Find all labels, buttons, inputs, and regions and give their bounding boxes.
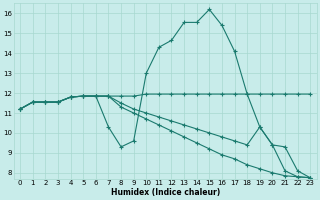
X-axis label: Humidex (Indice chaleur): Humidex (Indice chaleur) xyxy=(111,188,220,197)
